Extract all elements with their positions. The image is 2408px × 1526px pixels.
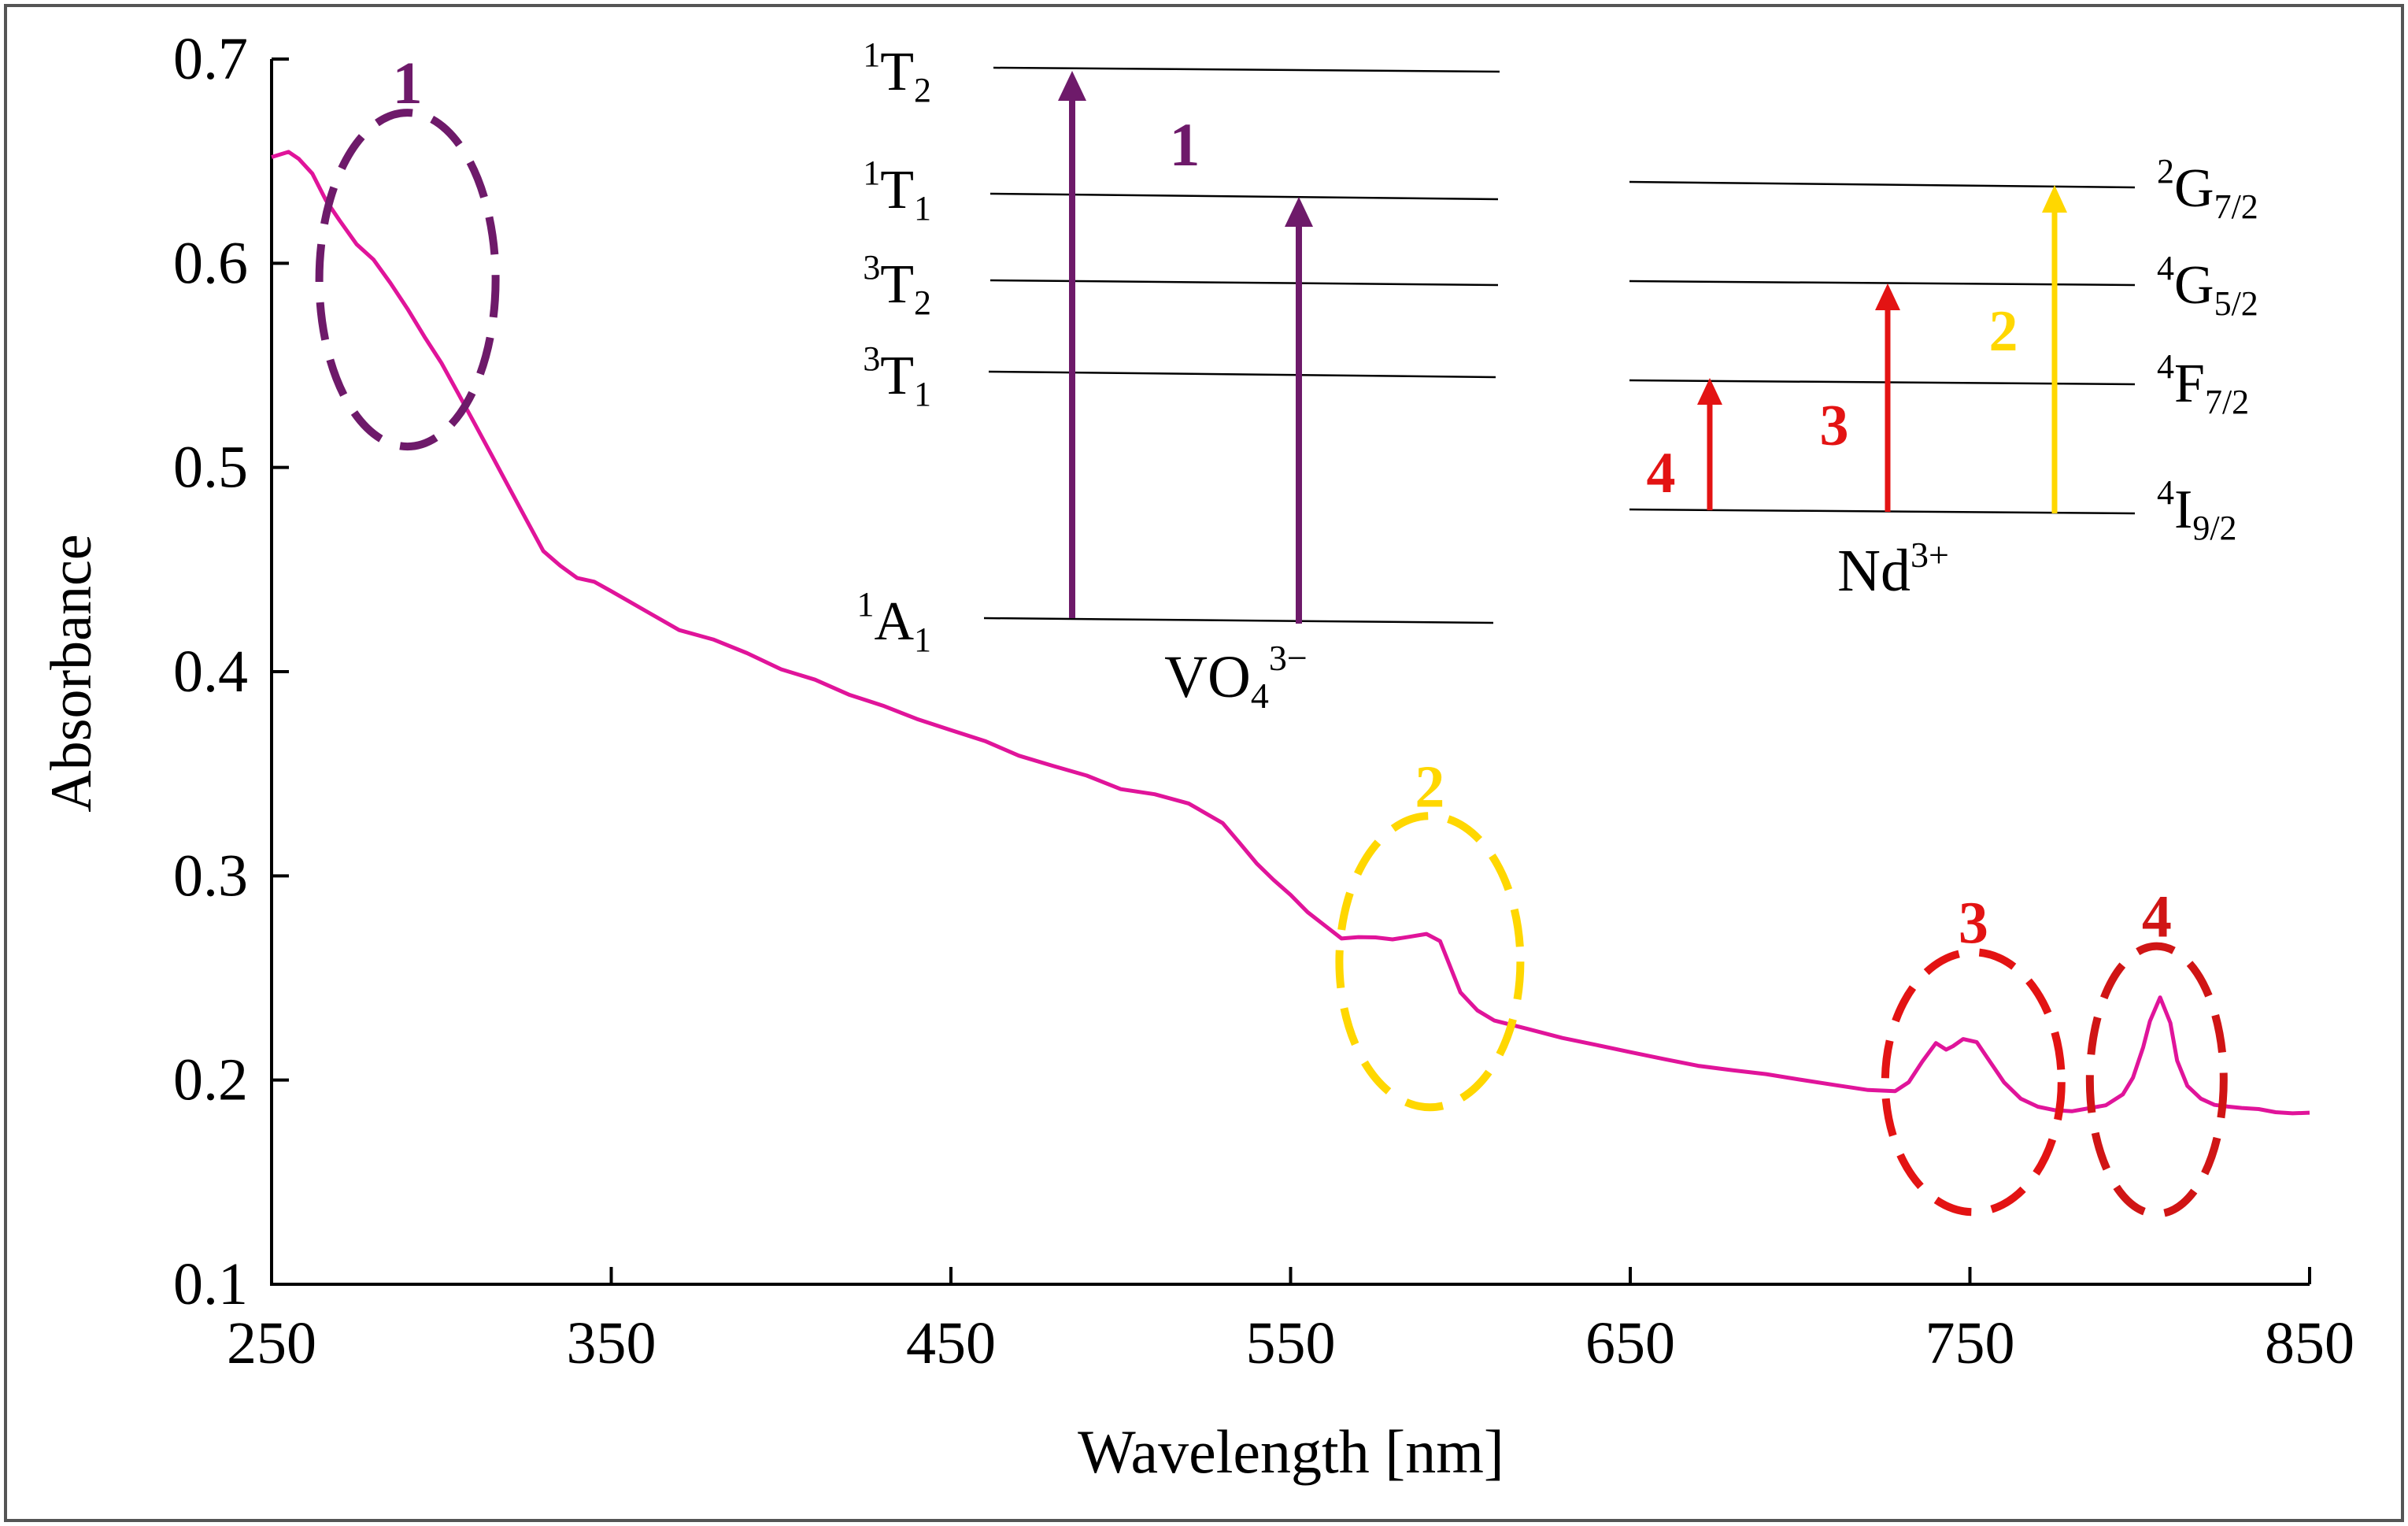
vo4-transition-label: 1 <box>1170 110 1200 179</box>
nd-level-line <box>1629 180 2136 189</box>
nd-transition-arrowhead <box>2042 185 2067 213</box>
y-tick-label: 0.1 <box>173 1251 248 1317</box>
x-tick-label: 850 <box>2265 1310 2354 1376</box>
x-tick-label: 650 <box>1585 1310 1675 1376</box>
y-tick-label: 0.3 <box>173 843 248 909</box>
y-tick-label: 0.7 <box>173 26 248 92</box>
x-axis-label: Wavelength [nm] <box>1078 1417 1504 1486</box>
nd-level-label: 2G7/2 <box>2157 152 2258 226</box>
nd-level-line <box>1629 508 2136 515</box>
vo4-level-diagram: 1T2 1T1 3T2 3T1 1A1 1 VO43− <box>856 35 1500 716</box>
y-tick-label: 0.2 <box>173 1047 248 1113</box>
vo4-level-line <box>993 66 1500 73</box>
x-tick-label: 350 <box>567 1310 657 1376</box>
nd-species-label: Nd3+ <box>1837 535 1949 604</box>
annotation-ellipse-2 <box>1335 812 1525 1112</box>
annotation-label-4: 4 <box>2142 884 2172 950</box>
y-tick-label: 0.5 <box>173 435 248 501</box>
nd-transition-arrowhead <box>1697 378 1722 405</box>
y-axis-label: Absorbance <box>39 534 104 812</box>
x-tick-label: 450 <box>906 1310 996 1376</box>
vo4-level-label: 1T2 <box>863 35 931 109</box>
nd-transition-label-2: 2 <box>1989 299 2018 364</box>
nd-level-line <box>1629 379 2136 386</box>
nd-transition-arrowhead <box>1875 283 1900 310</box>
vo4-transition-arrowhead <box>1285 197 1313 227</box>
y-tick-label: 0.4 <box>173 639 248 705</box>
annotation-label-3: 3 <box>1959 890 1988 956</box>
vo4-transition-arrowhead <box>1058 71 1086 101</box>
vo4-level-label: 3T2 <box>863 248 931 322</box>
nd-level-label: 4F7/2 <box>2157 347 2249 421</box>
annotation-label-1: 1 <box>393 50 423 117</box>
nd-level-line <box>1629 280 2136 287</box>
vo4-level-line <box>983 617 1494 624</box>
x-tick-label: 250 <box>227 1310 316 1376</box>
annotation-ellipse-4 <box>2085 942 2228 1218</box>
x-tick-label: 550 <box>1246 1310 1336 1376</box>
nd-level-label: 4I9/2 <box>2157 473 2237 547</box>
y-tick-label: 0.6 <box>173 230 248 296</box>
x-tick-label: 750 <box>1925 1310 2015 1376</box>
nd-transition-label-4: 4 <box>1647 441 1676 506</box>
vo4-level-label: 1T1 <box>863 154 931 228</box>
annotation-ellipse-1 <box>315 109 500 451</box>
absorbance-series-line <box>271 150 2310 1116</box>
vo4-level-label: 3T1 <box>863 339 931 413</box>
nd-transition-label-3: 3 <box>1820 394 1849 458</box>
vo4-level-label: 1A1 <box>856 585 931 659</box>
vo4-species-label: VO43− <box>1164 638 1308 716</box>
annotation-ellipse-3 <box>1881 948 2066 1217</box>
chart-frame <box>4 4 2404 1522</box>
nd-level-label: 4G5/2 <box>2157 249 2258 323</box>
annotation-label-2: 2 <box>1415 754 1444 820</box>
nd-level-diagram: 2G7/2 4G5/2 4F7/2 4I9/2 4 3 2 Nd3+ <box>1629 152 2258 604</box>
